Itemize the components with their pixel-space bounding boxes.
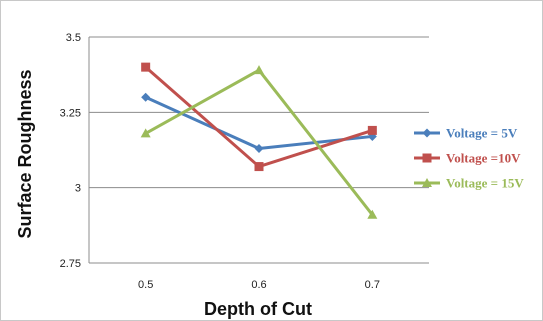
series-group [140,62,378,219]
legend-label: Voltage = 15V [446,176,524,191]
axes: 2.75 3 3.25 3.5 0.5 0.6 0.7 [60,32,380,291]
x-tick-label: 0.6 [251,279,266,291]
data-point-triangle [367,209,378,219]
data-point-diamond [254,143,264,153]
legend-marker-triangle [422,178,432,187]
series-3 [140,65,378,219]
x-tick-label: 0.5 [138,279,153,291]
series-2 [141,62,377,172]
legend-item: Voltage =10V [414,151,521,166]
y-axis-title: Surface Roughness [15,69,35,238]
y-tick-label: 3.25 [60,107,81,119]
y-tick-label: 2.75 [60,258,81,270]
y-tick-label: 3.5 [66,32,81,44]
data-point-square [141,62,151,72]
gridlines [89,36,429,264]
x-axis-title: Depth of Cut [204,299,312,319]
data-point-square [254,162,264,172]
data-point-triangle [254,65,264,75]
legend-item: Voltage = 5V [414,126,518,141]
legend: Voltage = 5V Voltage =10V Voltage = 15V [414,126,524,191]
data-point-square [367,125,377,135]
data-point-diamond [141,92,151,102]
legend-item: Voltage = 15V [414,176,524,191]
legend-marker-diamond [422,128,432,138]
legend-marker-square [422,153,432,163]
series-1 [141,92,377,153]
data-point-triangle [140,128,151,138]
legend-label: Voltage = 5V [446,126,518,141]
legend-label: Voltage =10V [446,151,521,166]
y-tick-label: 3 [75,183,81,195]
x-tick-label: 0.7 [365,279,380,291]
